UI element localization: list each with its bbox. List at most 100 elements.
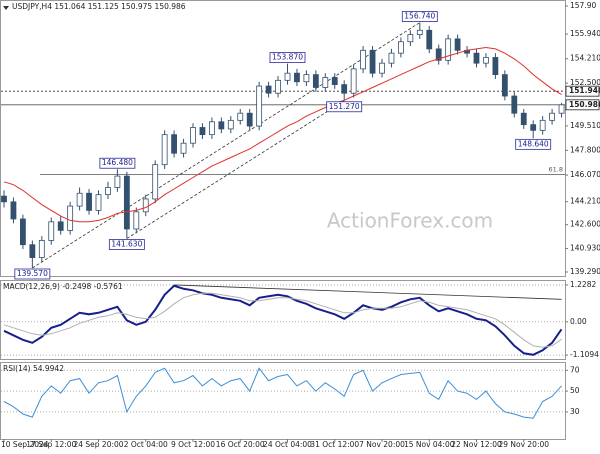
- candle-body: [303, 74, 310, 83]
- candle-body: [397, 41, 404, 54]
- candle-body: [331, 77, 338, 86]
- candle-body: [322, 77, 329, 88]
- price-annotation-box: [14, 268, 51, 280]
- level-label: 150.986: [569, 100, 600, 109]
- x-tick-label: 29 Nov 20:00: [498, 440, 549, 449]
- watermark: ActionForex.com: [327, 209, 493, 233]
- candle-body: [19, 218, 26, 246]
- candle-body: [265, 85, 272, 94]
- y-tick-label: 139.290: [570, 267, 600, 276]
- price-panel: [0, 0, 566, 277]
- candle-body: [483, 57, 489, 64]
- y-tick-label: 147.800: [570, 145, 600, 154]
- rsi-panel: [0, 362, 566, 440]
- symbol-icon: [3, 6, 9, 10]
- x-tick-label: 10 Sep 2024: [1, 440, 49, 449]
- candle-body: [341, 84, 348, 94]
- candle-body: [312, 74, 319, 88]
- candle-body: [511, 95, 518, 114]
- x-tick-label: 7 Nov 20:00: [359, 440, 405, 449]
- candle-body: [445, 38, 452, 61]
- price-annotation: 148.640: [518, 139, 549, 148]
- candle-body: [199, 127, 206, 136]
- candle-body: [161, 134, 168, 166]
- candle-body: [1, 195, 7, 203]
- candle-body: [237, 112, 244, 121]
- level-tag: [565, 99, 600, 111]
- candle-body: [275, 79, 281, 94]
- candle-body: [190, 127, 196, 144]
- candle-body: [256, 85, 263, 127]
- candle-body: [10, 201, 17, 220]
- candle-body: [520, 112, 527, 126]
- candle-body: [426, 29, 433, 50]
- candle-body: [539, 119, 546, 131]
- candle-body: [454, 38, 461, 51]
- y-tick-label: 149.510: [570, 121, 600, 130]
- indicator-line: [3, 292, 562, 348]
- macd-panel: [0, 280, 566, 360]
- candle-body: [492, 57, 499, 76]
- y-tick-label: 155.940: [570, 29, 600, 38]
- candle-body: [29, 244, 36, 258]
- indicator-line: [3, 367, 562, 419]
- price-annotation: 139.570: [17, 269, 48, 278]
- candle-body: [501, 74, 508, 97]
- price-annotation-box: [515, 138, 552, 150]
- x-tick-label: 24 Sep 20:00: [73, 440, 123, 449]
- candle-body: [473, 52, 480, 64]
- panel-title: RSI(14) 54.9942: [3, 364, 64, 373]
- candle-body: [114, 175, 121, 188]
- y-tick-label: 142.600: [570, 220, 600, 229]
- price-annotation: 153.870: [272, 53, 303, 62]
- y-tick-label: 30: [570, 407, 580, 416]
- trend-line: [126, 100, 345, 239]
- price-annotation: 141.630: [111, 240, 142, 249]
- candle-body: [350, 68, 357, 94]
- candle-body: [180, 142, 187, 154]
- candle-body: [558, 104, 565, 114]
- y-tick-label: 157.90: [570, 1, 596, 10]
- candle-body: [218, 121, 225, 130]
- candle-body: [208, 121, 215, 136]
- y-tick-label: -1.1094: [570, 350, 599, 359]
- price-annotation: 151.270: [329, 102, 360, 111]
- candle-body: [38, 240, 45, 258]
- y-tick-label: 146.070: [570, 170, 600, 179]
- y-tick-label: 152.500: [570, 78, 600, 87]
- price-annotation-box: [99, 157, 136, 169]
- trend-line: [174, 284, 562, 300]
- candle-body: [95, 194, 102, 211]
- candle-body: [152, 164, 159, 200]
- candle-body: [379, 62, 385, 74]
- candle-body: [105, 187, 111, 196]
- candle-body: [246, 112, 253, 127]
- candle-body: [435, 48, 442, 61]
- candle-body: [388, 52, 395, 64]
- x-tick-label: 15 Nov 04:00: [404, 440, 455, 449]
- candle-body: [530, 124, 537, 131]
- moving-average: [3, 46, 562, 223]
- candle-body: [294, 72, 300, 83]
- candle-body: [142, 198, 149, 213]
- candle-body: [549, 112, 555, 121]
- trend-line: [32, 22, 421, 269]
- y-tick-label: 1.2282: [570, 280, 596, 289]
- x-tick-label: 31 Oct 12:00: [310, 440, 359, 449]
- x-tick-label: 22 Nov 12:00: [451, 440, 502, 449]
- candle-body: [76, 192, 83, 207]
- x-tick-label: 9 Oct 12:00: [171, 440, 215, 449]
- candle-body: [133, 211, 140, 230]
- price-annotation-box: [269, 52, 306, 64]
- y-tick-label: 0.00: [570, 317, 587, 326]
- x-tick-label: 16 Oct 20:00: [216, 440, 265, 449]
- price-annotation-box: [401, 11, 438, 22]
- candle-body: [86, 192, 92, 211]
- candle-body: [171, 134, 178, 154]
- level-label: 151.940: [569, 86, 600, 95]
- indicator-line: [3, 284, 563, 356]
- candle-body: [416, 29, 423, 35]
- candle-body: [360, 49, 367, 70]
- candle-body: [67, 205, 74, 231]
